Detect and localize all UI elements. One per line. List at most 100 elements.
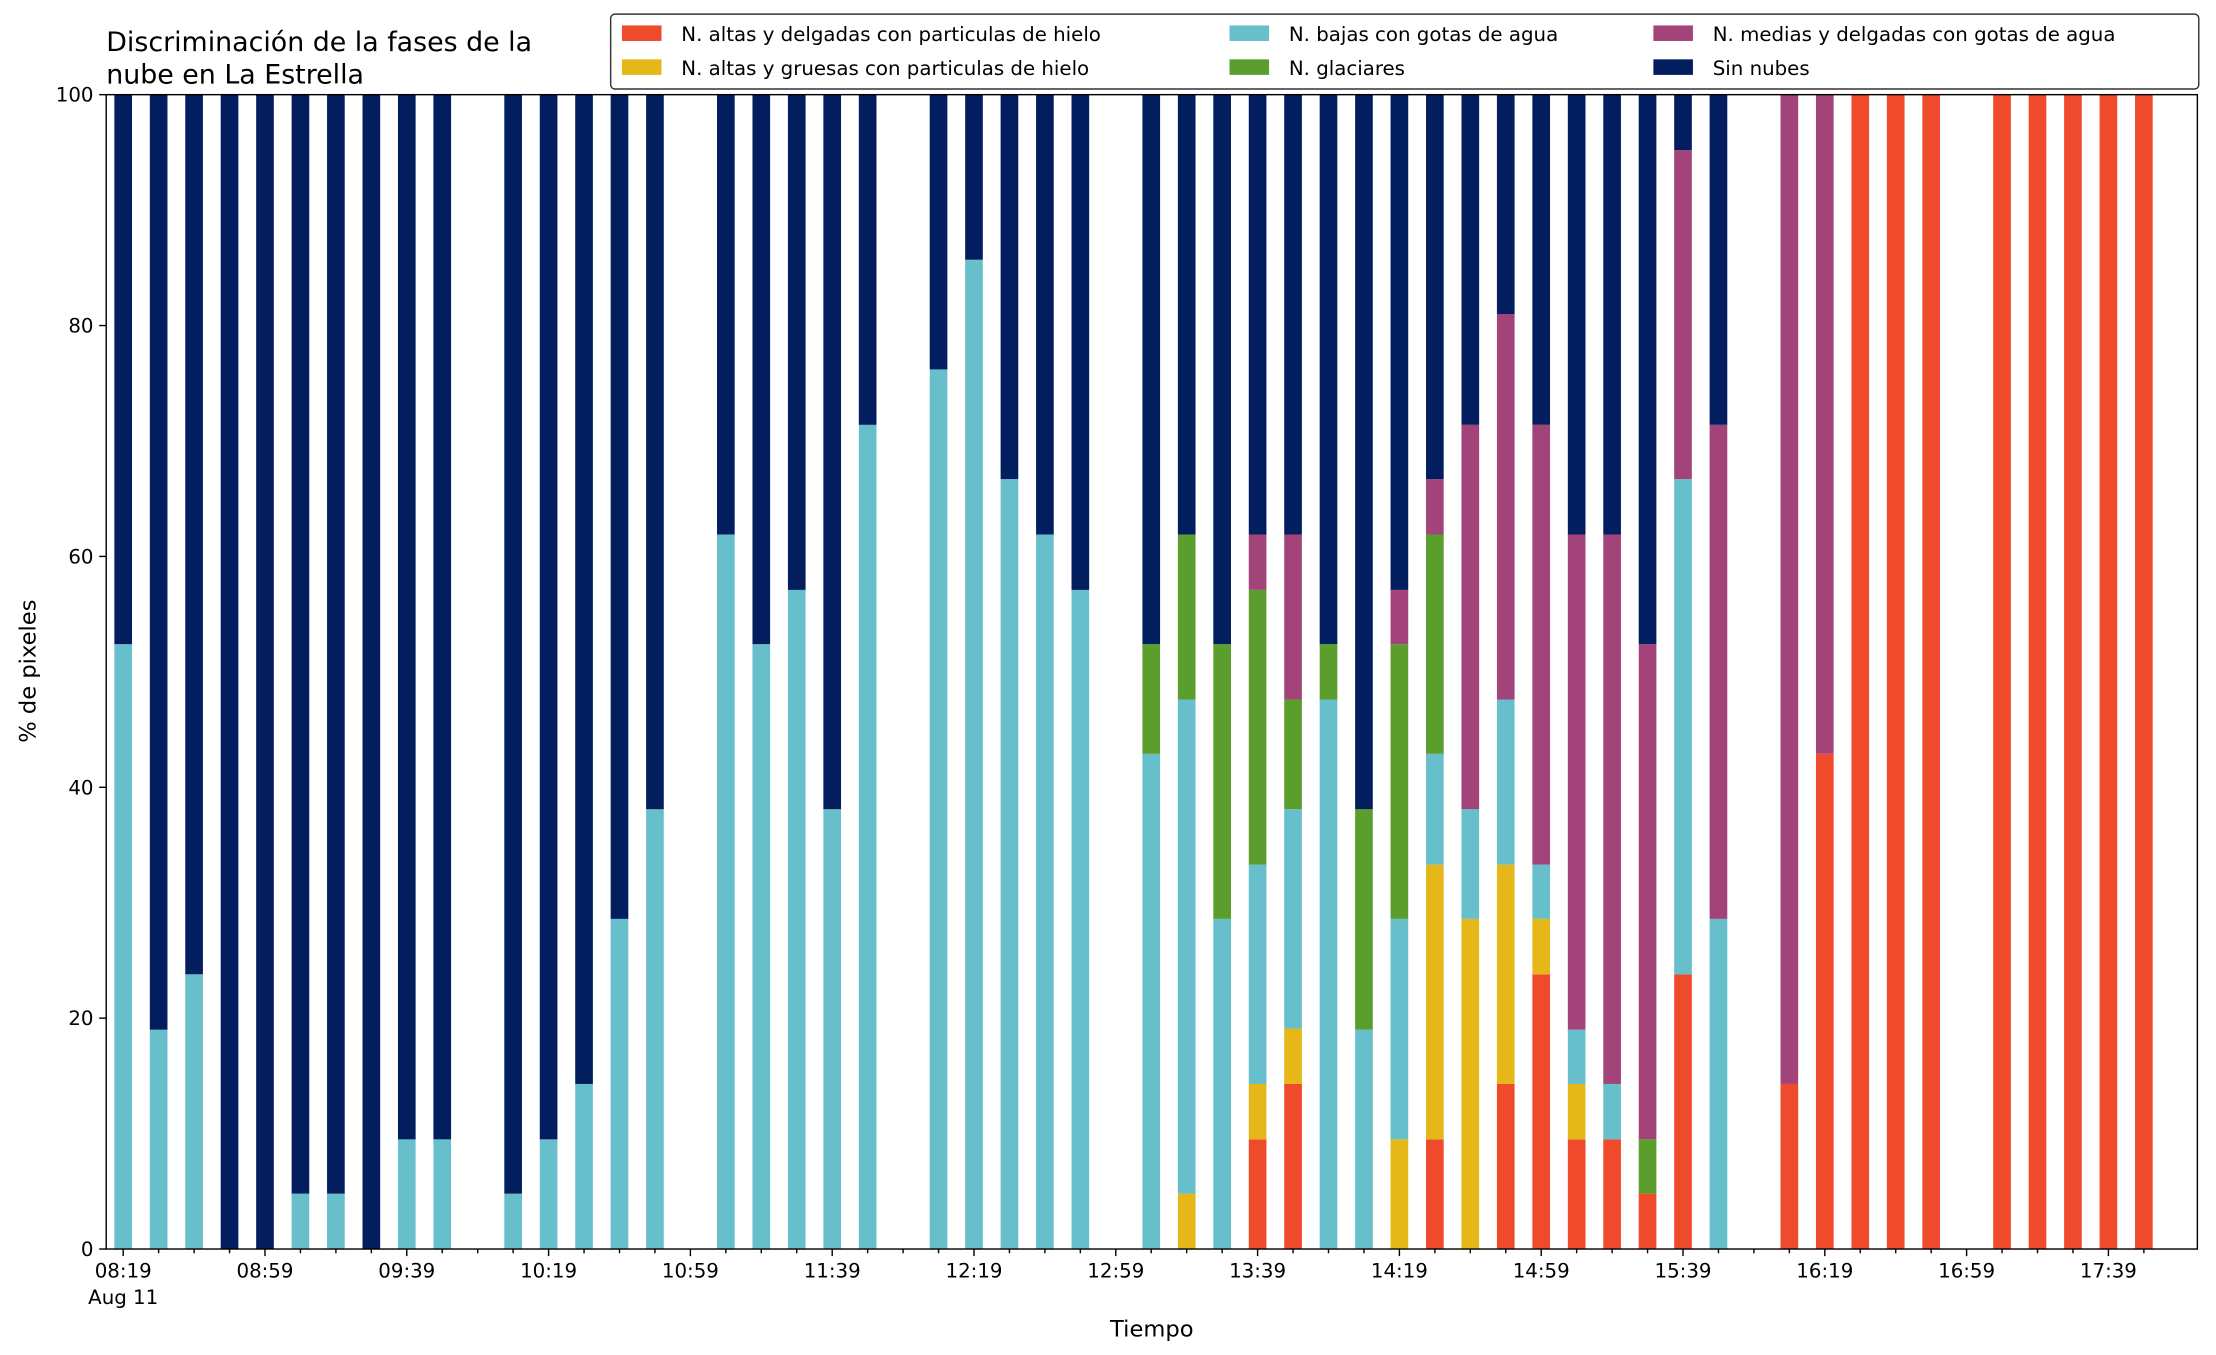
x-tick-label: 12:59 [1087,1259,1144,1282]
bar-segment [2135,94,2153,1250]
bar-segment [1603,534,1621,1084]
bar-segment [1496,1083,1515,1250]
bar-segment [929,94,948,370]
bar-segment [1284,699,1302,810]
bar-segment [1177,534,1196,700]
bar-segment [1674,94,1692,151]
bar-segment [965,259,983,1250]
bar-segment [327,1193,345,1250]
bar-segment [1071,94,1090,590]
bar-segment [1426,94,1444,480]
bar-segment [1319,644,1338,700]
bar-segment [539,1139,558,1250]
bar-segment [1426,479,1444,535]
legend-label: N. bajas con gotas de agua [1289,23,1558,46]
bar-segment [1142,94,1161,645]
bar-segment [291,1193,310,1250]
bar-segment [1000,94,1019,480]
x-tick-label: 09:39 [378,1259,435,1282]
bar-segment [1284,534,1302,700]
bar-segment [433,94,452,1140]
bar-segment [1213,918,1231,1250]
chart-title: nube en La Estrella [106,59,364,90]
x-tick-label: 12:19 [946,1259,1003,1282]
y-axis-label: % de pixeles [16,600,42,743]
bar-segment [1284,94,1302,535]
bar-segment [1461,918,1480,1250]
bar-segment [1461,94,1480,425]
legend-swatch [621,59,662,75]
legend-swatch [1653,59,1693,75]
bar-segment [1851,94,1870,1250]
bar-segment [575,1083,593,1250]
x-date-label: Aug 11 [88,1286,158,1309]
x-tick-label: 16:59 [1938,1259,1995,1282]
bar-segment [1248,534,1267,590]
bar-segment [965,94,983,260]
bar-segment [1603,1139,1621,1250]
bar-segment [1567,1029,1586,1084]
bar-segment [185,974,203,1250]
bar-segment [1922,94,1940,1250]
bar-segment [929,369,948,1250]
y-tick-label: 20 [68,1007,93,1030]
bar-segment [362,94,381,1250]
bar-segment [1390,1139,1409,1250]
x-axis-label: Tiempo [1109,1317,1193,1343]
bar-segment [185,94,203,975]
bar-segment [823,94,842,810]
legend-label: N. glaciares [1289,57,1405,80]
bar-segment [1532,424,1551,865]
bar-segment [114,644,133,1250]
bar-segment [1177,94,1196,535]
bar-segment [1284,1083,1302,1250]
legend-label: Sin nubes [1713,57,1810,80]
legend-swatch [1229,25,1270,41]
bar-segment [787,94,806,590]
bar-segment [717,94,735,535]
y-tick-label: 0 [81,1238,94,1261]
x-tick-label: 17:39 [2080,1259,2137,1282]
bar-segment [1496,313,1515,700]
bar-segment [1886,94,1905,1250]
legend-swatch [1653,25,1693,41]
bar-segment [858,94,877,425]
bar-segment [1248,864,1267,1084]
bar-segment [1496,94,1515,314]
bar-segment [1567,94,1586,535]
legend-swatch [621,25,662,41]
bar-segment [1390,918,1409,1140]
bar-segment [433,1139,452,1250]
y-tick-label: 40 [68,776,93,799]
bar-segment [752,94,771,645]
bar-segment [858,424,877,1250]
bar-segment [1496,864,1515,1084]
bar-segment [1461,809,1480,919]
legend-label: N. altas y delgadas con particulas de hi… [681,23,1101,46]
bar-segment [1638,1139,1657,1194]
bar-segment [1532,918,1551,975]
bar-segment [149,94,168,1030]
bar-segment [787,589,806,1250]
chart-title: Discriminación de la fases de la [106,27,532,58]
y-tick-label: 80 [68,315,93,338]
bar-segment [1319,94,1338,645]
bar-segment [2099,94,2118,1250]
bar-segment [1461,424,1480,810]
bar-segment [575,94,593,1084]
bar-segment [1815,753,1834,1250]
y-tick-label: 100 [56,84,94,107]
bar-segment [539,94,558,1140]
bar-segment [646,809,664,1250]
bar-segment [1496,699,1515,865]
bar-segment [752,644,771,1250]
legend-label: N. altas y gruesas con particulas de hie… [681,57,1089,80]
bar-segment [646,94,664,810]
bar-segment [1426,753,1444,865]
bar-segment [610,94,629,919]
legend-label: N. medias y delgadas con gotas de agua [1713,23,2116,46]
bar-segment [1567,1139,1586,1250]
bar-segment [1532,974,1551,1250]
bar-segment [2064,94,2082,1250]
